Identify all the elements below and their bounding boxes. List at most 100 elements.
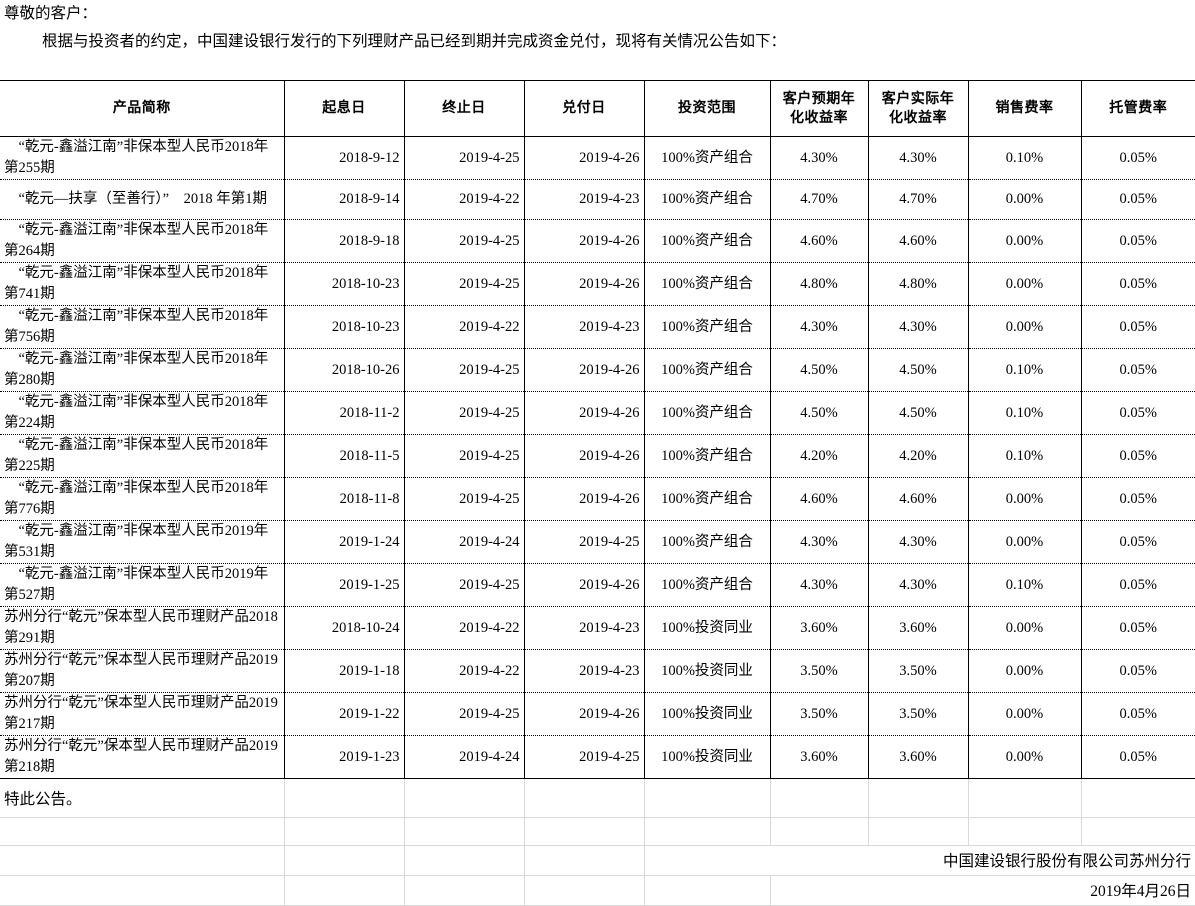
cell-end-date: 2019-4-22 — [403, 606, 525, 650]
table-row: “乾元-鑫溢江南”非保本型人民币2018年第741期 2018-10-23 2019… — [0, 262, 1195, 306]
cell-product-name: “乾元-鑫溢江南”非保本型人民币2019年第531期 — [0, 520, 285, 564]
table-row: “乾元-鑫溢江南”非保本型人民币2018年第264期 2018-9-18 2019-… — [0, 219, 1195, 263]
expected-rate-line2: 化收益率 — [790, 110, 848, 126]
col-header-invest-scope: 投资范围 — [643, 80, 771, 137]
cell-payment-date: 2019-4-26 — [523, 434, 645, 478]
cell-expected-rate: 4.20% — [769, 434, 869, 478]
cell-end-date: 2019-4-22 — [403, 179, 525, 220]
cell-custody-fee: 0.05% — [1080, 305, 1195, 349]
cell-expected-rate: 3.60% — [769, 735, 869, 779]
footer-cell — [644, 817, 771, 846]
cell-product-name: “乾元—扶享（至善行）” 2018 年第1期 — [0, 179, 285, 220]
footer-cell — [868, 817, 969, 846]
cell-end-date: 2019-4-25 — [403, 262, 525, 306]
footer-cell — [644, 779, 771, 818]
intro-spacer — [0, 56, 1195, 80]
cell-custody-fee: 0.05% — [1080, 136, 1195, 180]
cell-expected-rate: 4.60% — [769, 219, 869, 263]
salutation-text: 尊敬的客户： — [4, 5, 98, 22]
cell-payment-date: 2019-4-26 — [523, 391, 645, 435]
cell-actual-rate: 4.30% — [867, 305, 969, 349]
col-header-payment-date: 兑付日 — [523, 80, 645, 137]
cell-invest-scope: 100%资产组合 — [643, 434, 771, 478]
table-row: “乾元-鑫溢江南”非保本型人民币2019年第527期 2019-1-25 2019-… — [0, 563, 1195, 607]
cell-end-date: 2019-4-25 — [403, 563, 525, 607]
cell-sales-fee: 0.00% — [967, 305, 1082, 349]
cell-expected-rate: 4.70% — [769, 179, 869, 220]
cell-sales-fee: 0.00% — [967, 649, 1082, 693]
footer-cell — [770, 779, 869, 818]
cell-payment-date: 2019-4-23 — [523, 606, 645, 650]
table-row: “乾元-鑫溢江南”非保本型人民币2018年第280期 2018-10-26 2019… — [0, 348, 1195, 392]
cell-sales-fee: 0.00% — [967, 735, 1082, 779]
footer-cell — [404, 817, 525, 846]
cell-end-date: 2019-4-25 — [403, 219, 525, 263]
cell-invest-scope: 100%资产组合 — [643, 262, 771, 306]
cell-sales-fee: 0.00% — [967, 692, 1082, 736]
actual-rate-line1: 客户实际年 — [881, 91, 955, 107]
cell-payment-date: 2019-4-26 — [523, 477, 645, 521]
footer-row-notice: 特此公告。 — [0, 779, 1195, 818]
footer-cell — [770, 817, 869, 846]
cell-actual-rate: 4.50% — [867, 348, 969, 392]
cell-payment-date: 2019-4-26 — [523, 563, 645, 607]
cell-actual-rate: 4.60% — [867, 477, 969, 521]
cell-custody-fee: 0.05% — [1080, 391, 1195, 435]
table-row: “乾元-鑫溢江南”非保本型人民币2018年第225期 2018-11-5 2019-… — [0, 434, 1195, 478]
cell-actual-rate: 4.70% — [867, 179, 969, 220]
intro-block: 尊敬的客户： 根据与投资者的约定，中国建设银行发行的下列理财产品已经到期并完成资… — [0, 0, 1195, 80]
cell-sales-fee: 0.00% — [967, 477, 1082, 521]
cell-start-date: 2018-11-5 — [283, 434, 405, 478]
table-row: “乾元-鑫溢江南”非保本型人民币2018年第255期 2018-9-12 2019-… — [0, 136, 1195, 180]
footer-cell — [404, 779, 525, 818]
cell-end-date: 2019-4-25 — [403, 434, 525, 478]
table-row: 苏州分行“乾元”保本型人民币理财产品2019第207期 2019-1-18 2019… — [0, 649, 1195, 693]
cell-product-name: 苏州分行“乾元”保本型人民币理财产品2018第291期 — [0, 606, 285, 650]
cell-expected-rate: 4.60% — [769, 477, 869, 521]
footer-cell — [524, 875, 645, 906]
cell-sales-fee: 0.10% — [967, 136, 1082, 180]
footer-cell — [284, 875, 405, 906]
footer-cell — [524, 845, 645, 876]
cell-start-date: 2018-9-14 — [283, 179, 405, 220]
footer-grid: 特此公告。 中国建设银行股份有限公司苏州分行 — [0, 779, 1195, 906]
footer-cell — [644, 875, 771, 906]
cell-expected-rate: 3.60% — [769, 606, 869, 650]
cell-custody-fee: 0.05% — [1080, 219, 1195, 263]
cell-expected-rate: 3.50% — [769, 649, 869, 693]
col-header-actual-rate: 客户实际年 化收益率 — [867, 80, 969, 137]
cell-invest-scope: 100%资产组合 — [643, 348, 771, 392]
col-header-custody-fee: 托管费率 — [1080, 80, 1195, 137]
table-row: “乾元—扶享（至善行）” 2018 年第1期 2018-9-14 2019-4-22… — [0, 179, 1195, 220]
cell-payment-date: 2019-4-23 — [523, 179, 645, 220]
cell-actual-rate: 3.60% — [867, 606, 969, 650]
footer-cell — [0, 817, 285, 846]
cell-invest-scope: 100%资产组合 — [643, 136, 771, 180]
cell-actual-rate: 4.30% — [867, 520, 969, 564]
cell-invest-scope: 100%资产组合 — [643, 563, 771, 607]
cell-product-name: 苏州分行“乾元”保本型人民币理财产品2019第218期 — [0, 735, 285, 779]
cell-expected-rate: 4.50% — [769, 391, 869, 435]
cell-actual-rate: 3.50% — [867, 649, 969, 693]
cell-custody-fee: 0.05% — [1080, 477, 1195, 521]
table-row: “乾元-鑫溢江南”非保本型人民币2018年第756期 2018-10-23 2019… — [0, 305, 1195, 349]
cell-custody-fee: 0.05% — [1080, 735, 1195, 779]
table-header-row: 产品简称 起息日 终止日 兑付日 投资范围 客户预期年 化收益率 客户实际年 化… — [0, 80, 1195, 137]
cell-end-date: 2019-4-24 — [403, 735, 525, 779]
footer-cell — [968, 779, 1082, 818]
cell-start-date: 2018-11-8 — [283, 477, 405, 521]
cell-sales-fee: 0.10% — [967, 434, 1082, 478]
cell-invest-scope: 100%资产组合 — [643, 391, 771, 435]
footer-cell — [524, 779, 645, 818]
cell-actual-rate: 4.50% — [867, 391, 969, 435]
footer-cell — [524, 817, 645, 846]
footer-cell — [284, 845, 405, 876]
col-header-end-date: 终止日 — [403, 80, 525, 137]
cell-actual-rate: 3.60% — [867, 735, 969, 779]
footer-cell — [1081, 779, 1195, 818]
cell-expected-rate: 4.50% — [769, 348, 869, 392]
cell-sales-fee: 0.00% — [967, 219, 1082, 263]
cell-invest-scope: 100%资产组合 — [643, 179, 771, 220]
col-header-sales-fee: 销售费率 — [967, 80, 1082, 137]
cell-start-date: 2018-9-18 — [283, 219, 405, 263]
